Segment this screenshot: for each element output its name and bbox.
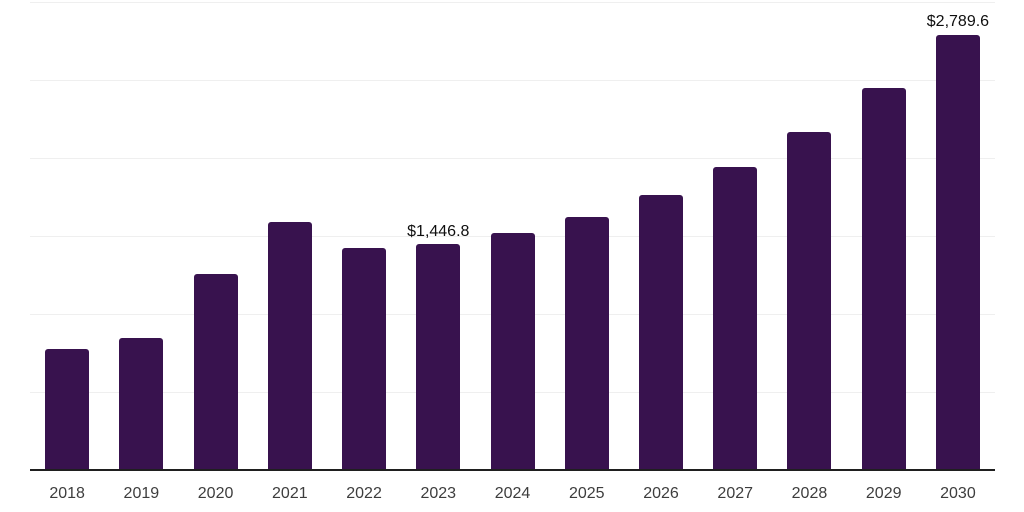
- bar-cell-2024: [475, 2, 549, 470]
- x-tick-label-2026: 2026: [643, 485, 679, 502]
- x-axis-line: [30, 469, 995, 471]
- bar-cell-2025: [550, 2, 624, 470]
- bar-2024: [490, 233, 535, 470]
- bar-2027: [713, 167, 758, 470]
- plot-area: $1,446.8 $2,789.6: [30, 2, 995, 470]
- x-tick-label-2030: 2030: [940, 485, 976, 502]
- bar-2020: [193, 274, 238, 470]
- bar-2022: [342, 248, 387, 470]
- bar-2030: $2,789.6: [927, 13, 989, 470]
- bar-cell-2026: [624, 2, 698, 470]
- bar-cell-2019: [104, 2, 178, 470]
- x-tick-label-2024: 2024: [494, 485, 531, 502]
- x-tick-label-2029: 2029: [865, 485, 902, 502]
- bar-2029: [861, 87, 906, 470]
- bar-2021: [267, 221, 312, 470]
- x-tick-label-2021: 2021: [272, 485, 308, 502]
- x-tick-label-2025: 2025: [568, 485, 605, 502]
- bar-cell-2030: $2,789.6: [921, 2, 995, 470]
- bar-cell-2021: [253, 2, 327, 470]
- bar-cell-2018: [30, 2, 104, 470]
- bar-cell-2023: $1,446.8: [401, 2, 475, 470]
- bar-cell-2029: [847, 2, 921, 470]
- bar-2028: [787, 131, 832, 470]
- x-tick-label-2019: 2019: [123, 485, 160, 502]
- x-tick-label-2028: 2028: [791, 485, 828, 502]
- bar-cell-2022: [327, 2, 401, 470]
- bar-cell-2028: [772, 2, 846, 470]
- x-tick-label-2023: 2023: [420, 485, 457, 502]
- data-label-2030: $2,789.6: [926, 13, 990, 31]
- x-axis-tick-labels: 2018 2019 2020 2021 2022 2023 2024 2025 2026 2027…: [30, 484, 995, 504]
- bar-2026: [638, 194, 683, 470]
- bar-2019: [119, 338, 164, 470]
- x-tick-label-2022: 2022: [346, 485, 382, 502]
- gridline-2500: [30, 80, 995, 81]
- bar-cell-2020: [178, 2, 252, 470]
- bar-2025: [564, 216, 609, 470]
- bars-row: $1,446.8 $2,789.6: [30, 2, 995, 470]
- bar-2023: $1,446.8: [407, 223, 469, 470]
- bar-cell-2027: [698, 2, 772, 470]
- bar-2018: [45, 348, 90, 470]
- gridline-3000: [30, 2, 995, 3]
- x-tick-label-2018: 2018: [49, 485, 85, 502]
- x-tick-label-2027: 2027: [717, 485, 754, 502]
- gridline-2000: [30, 158, 995, 160]
- data-label-2023: $1,446.8: [407, 222, 470, 240]
- x-tick-label-2020: 2020: [197, 485, 234, 502]
